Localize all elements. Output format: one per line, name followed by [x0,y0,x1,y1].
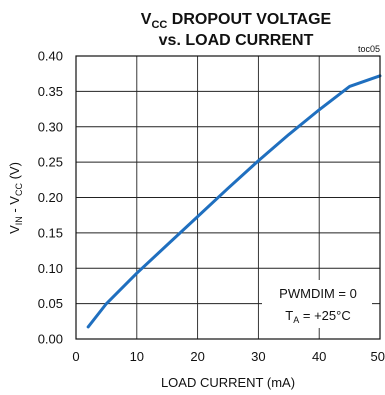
y-tick-label: 0.00 [38,332,63,347]
x-tick-label: 20 [190,349,204,364]
y-tick-label: 0.10 [38,261,63,276]
figure-code: toc05 [358,44,380,54]
y-axis-label: VIN - VCC (V) [7,162,24,234]
y-tick-label: 0.20 [38,190,63,205]
annotation-box: PWMDIM = 0 TA = +25°C [262,280,372,328]
y-tick-label: 0.15 [38,225,63,240]
y-label-cc-subscript: CC [14,183,24,196]
x-tick-label: 40 [312,349,326,364]
x-tick-labels: 0 10 20 30 40 50 [72,349,385,364]
series-group [86,74,382,329]
y-tick-label: 0.30 [38,119,63,134]
x-tick-label: 30 [251,349,265,364]
y-tick-label: 0.35 [38,84,63,99]
y-label-in-subscript: IN [14,216,24,225]
x-axis-label: LOAD CURRENT (mA) [161,375,295,390]
y-tick-label: 0.40 [38,49,63,64]
y-tick-label: 0.25 [38,155,63,170]
chart-title-cc-subscript: CC [151,19,167,31]
x-tick-label: 50 [371,349,385,364]
chart-title-line-1: VCC DROPOUT VOLTAGE [141,11,332,31]
x-tick-label: 10 [130,349,144,364]
annotation-a-subscript: A [293,315,299,325]
annotation-background [262,280,372,328]
annotation-line-1: PWMDIM = 0 [279,286,357,301]
plot-frame [75,55,381,340]
series-line-0 [86,74,382,329]
y-label-v: V [7,225,22,234]
chart-title-v: V [141,11,152,28]
y-label-unit: (V) [7,162,22,183]
y-label-minus-v: - V [7,196,22,217]
chart-title-line-2: vs. LOAD CURRENT [159,32,314,49]
annotation-t: T [285,308,293,323]
y-tick-labels: 0.00 0.05 0.10 0.15 0.20 0.25 0.30 0.35 0.40 [38,49,63,347]
annotation-temp: = +25°C [299,308,350,323]
chart-title-rest: DROPOUT VOLTAGE [167,11,331,28]
annotation-line-2: TA = +25°C [285,308,350,325]
x-tick-label: 0 [72,349,79,364]
y-tick-label: 0.05 [38,296,63,311]
